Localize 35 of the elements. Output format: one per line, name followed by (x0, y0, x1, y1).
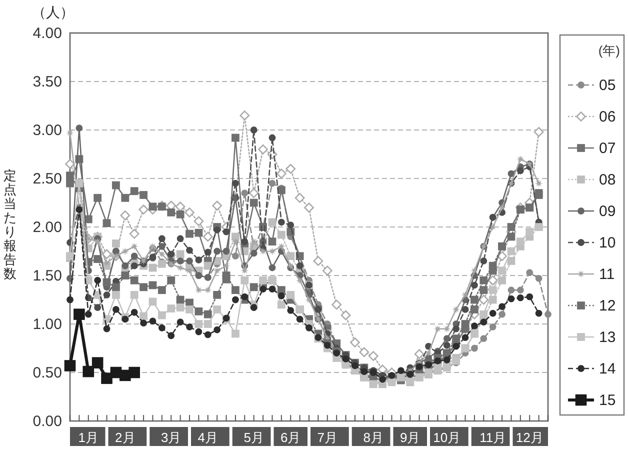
legend-title: (年) (598, 43, 620, 58)
y-tick-label: 2.00 (32, 219, 62, 236)
legend-label: 08 (599, 172, 616, 188)
x-tick-label: 9月 (400, 430, 420, 445)
legend-label: 07 (599, 140, 616, 157)
x-tick-label: 8月 (363, 430, 384, 445)
legend-label: 09 (599, 203, 616, 220)
y-tick-label: 0.00 (32, 413, 62, 430)
y-tick-label: 3.50 (32, 74, 62, 90)
x-tick-label: 6月 (280, 430, 301, 445)
legend-label: 06 (599, 108, 616, 126)
y-tick-label: 1.50 (32, 268, 62, 284)
y-tick-label: 1.00 (32, 316, 62, 333)
x-tick-label: 3月 (161, 430, 182, 445)
x-tick-label: 2月 (115, 430, 136, 445)
text: （人） (32, 4, 74, 20)
y-tick-label: 2.50 (32, 170, 62, 188)
x-tick-label: 5月 (244, 430, 264, 445)
legend-label: 13 (599, 329, 616, 346)
x-tick-label: 4月 (198, 430, 218, 445)
legend-label: 11 (599, 266, 615, 283)
x-tick-label: 12月 (516, 430, 544, 445)
x-tick-label: 7月 (317, 430, 338, 445)
legend-label: 15 (599, 392, 616, 409)
x-tick-label: 11月 (480, 430, 506, 445)
y-tick-label: 3.00 (32, 122, 62, 139)
y-tick-label: 4.00 (32, 25, 62, 42)
legend-label: 14 (599, 360, 616, 378)
y-axis-title: 定点当たり報告数 (4, 168, 16, 281)
legend-label: 05 (599, 77, 616, 94)
legend-label: 12 (599, 298, 616, 314)
legend-label: 10 (599, 234, 616, 252)
y-tick-label: 0.50 (32, 364, 62, 382)
x-tick-label: 1月 (78, 430, 98, 445)
x-tick-label: 10月 (433, 430, 461, 445)
